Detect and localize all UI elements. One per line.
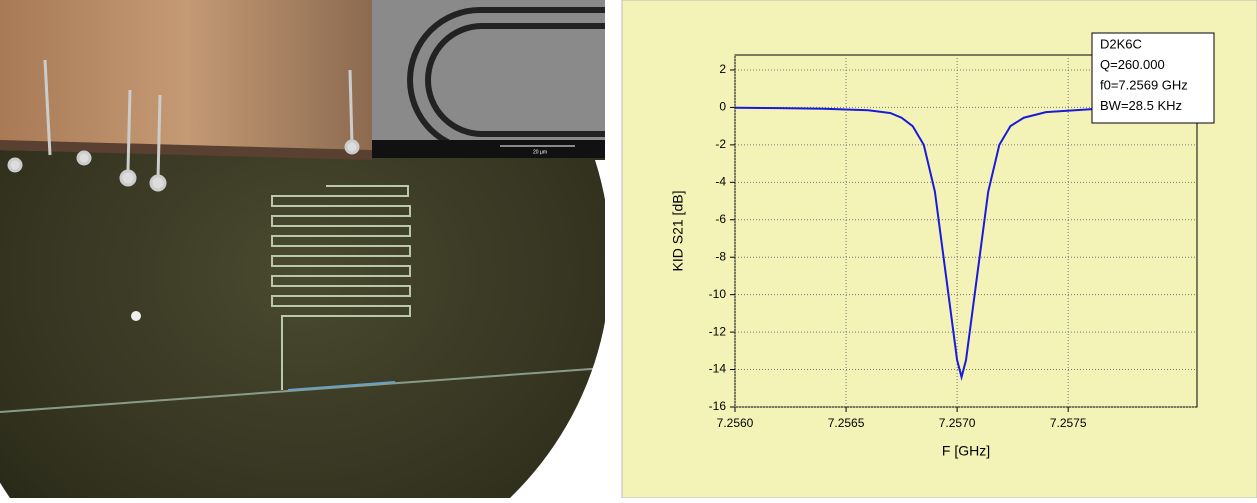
y-tick-label: -6 bbox=[715, 212, 726, 226]
figure: 20 µm -16 -14 -12 -10 -8 -6 -4 -2 0 2 7.2560 7.2565… bbox=[0, 0, 1257, 498]
y-axis-label: KID S21 [dB] bbox=[670, 191, 686, 272]
page: 20 µm -16 -14 -12 -10 -8 -6 -4 -2 0 2 7.2560 7.2565… bbox=[0, 0, 1257, 498]
y-tick-label: 2 bbox=[719, 62, 726, 76]
microscope-photo: 20 µm bbox=[0, 0, 611, 498]
scale-bar: 20 µm bbox=[533, 149, 547, 155]
y-tick-label: -8 bbox=[715, 249, 726, 263]
x-tick-label: 7.2575 bbox=[1050, 416, 1087, 430]
x-tick-label: 7.2570 bbox=[939, 416, 976, 430]
annotation-text: BW=28.5 KHz bbox=[1100, 98, 1182, 113]
chart: -16 -14 -12 -10 -8 -6 -4 -2 0 2 7.2560 7.2565 7.2570… bbox=[670, 33, 1214, 459]
y-tick-label: -2 bbox=[715, 137, 726, 151]
y-tick-label: -4 bbox=[715, 174, 726, 188]
y-tick-label: -12 bbox=[709, 324, 727, 338]
y-tick-label: -14 bbox=[709, 362, 727, 376]
y-tick-label: -10 bbox=[709, 287, 727, 301]
annotation-text: Q=260.000 bbox=[1100, 57, 1165, 72]
x-axis-label: F [GHz] bbox=[942, 443, 990, 459]
x-tick-label: 7.2560 bbox=[717, 416, 754, 430]
y-tick-label: -16 bbox=[709, 399, 727, 413]
annotation-text: D2K6C bbox=[1100, 36, 1142, 51]
annotation-text: f0=7.2569 GHz bbox=[1100, 77, 1188, 92]
y-tick-label: 0 bbox=[719, 100, 726, 114]
x-tick-label: 7.2565 bbox=[828, 416, 865, 430]
